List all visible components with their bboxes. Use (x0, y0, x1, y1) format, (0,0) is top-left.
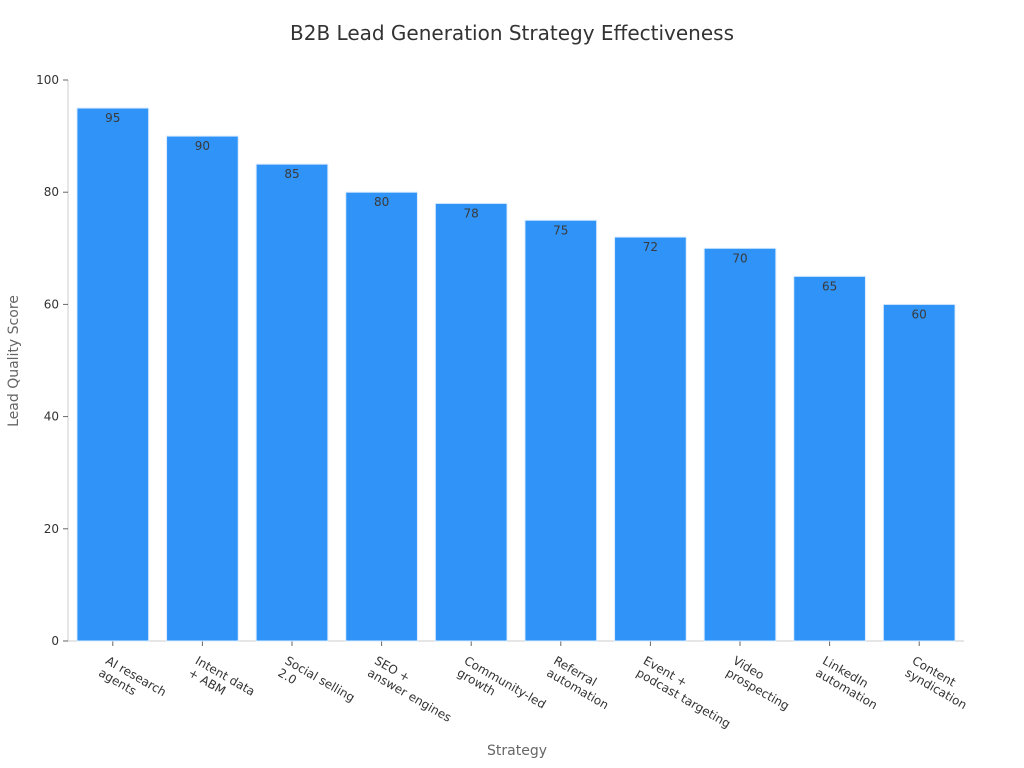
x-axis-title: Strategy (487, 743, 547, 759)
bar-value-label: 65 (822, 279, 837, 293)
bar (166, 135, 239, 642)
x-tick-label: Community-ledgrowth (455, 653, 549, 723)
y-tick-label: 20 (44, 522, 59, 536)
x-tick-label: Referralautomation (544, 653, 618, 712)
x-tick-label: SEO +answer engines (365, 653, 461, 724)
bar-value-label: 60 (912, 307, 927, 321)
y-tick-label: 100 (36, 73, 59, 87)
x-tick-label: Social selling2.0 (276, 653, 358, 716)
bar (76, 107, 150, 642)
bar-value-label: 95 (105, 111, 120, 125)
bar-value-label: 70 (732, 251, 747, 265)
bar (255, 163, 329, 642)
y-tick-label: 60 (44, 297, 59, 311)
bar-value-label: 85 (284, 167, 299, 181)
y-tick-label: 40 (44, 410, 59, 424)
bar (882, 303, 956, 642)
bars-group: 95 90 85 80 78 75 72 70 65 60 (76, 107, 956, 642)
y-axis: 0 20 40 60 80 100 (36, 73, 69, 648)
y-axis-title: Lead Quality Score (6, 295, 22, 427)
bar-value-label: 90 (195, 139, 210, 153)
bar (703, 247, 777, 642)
bar-value-label: 78 (464, 206, 479, 220)
y-tick-label: 0 (51, 634, 59, 648)
y-tick-label: 80 (44, 185, 59, 199)
chart-title: B2B Lead Generation Strategy Effectivene… (290, 21, 734, 45)
bar (524, 219, 598, 642)
x-tick-label: Event +podcast targeting (634, 653, 740, 730)
bar (793, 275, 866, 642)
bar-value-label: 75 (553, 223, 568, 237)
x-tick-label: Videoprospecting (724, 653, 799, 713)
bar-value-label: 72 (643, 240, 658, 254)
x-tick-label: LinkedInautomation (813, 653, 887, 712)
x-tick-label: AI researchagents (96, 653, 168, 711)
x-axis: AI researchagents Intent data+ ABM Social … (68, 640, 977, 731)
bar-value-label: 80 (374, 195, 389, 209)
x-tick-label: Contentsyndication (903, 653, 977, 712)
x-tick-label: Intent data+ ABM (186, 653, 257, 710)
bar (434, 202, 508, 642)
bar (614, 236, 687, 642)
bar (345, 191, 418, 642)
